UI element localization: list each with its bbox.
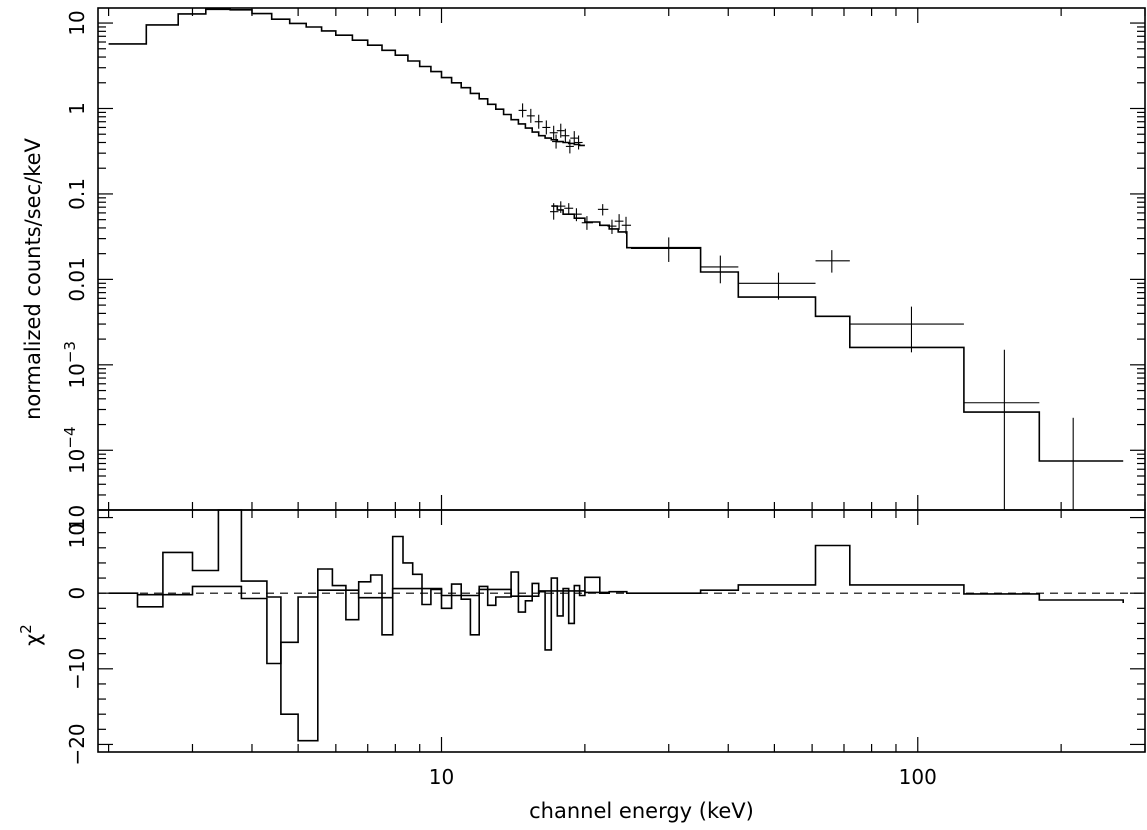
y-tick-label: 10 bbox=[65, 505, 89, 530]
x-tick-label: 100 bbox=[899, 765, 937, 789]
y-tick-label: 0.01 bbox=[65, 257, 89, 302]
chi-squared-label: χ2 bbox=[17, 624, 45, 646]
y-tick-label: 10−4 bbox=[61, 426, 89, 474]
y-axis-label-group: normalized counts/sec/keV bbox=[21, 137, 45, 419]
y-tick-label: −10 bbox=[65, 648, 89, 690]
y-tick-label-group: 10 bbox=[65, 523, 89, 548]
y-tick-label: 1 bbox=[65, 102, 89, 115]
y-tick-label-group: −20 bbox=[65, 723, 89, 765]
residual-step-main bbox=[108, 509, 1124, 742]
y-tick-label-group: −10 bbox=[65, 648, 89, 690]
y-tick-label-group: 10−3 bbox=[61, 341, 89, 389]
y-tick-label-group: 10−4 bbox=[61, 426, 89, 474]
y-tick-exponent: −3 bbox=[61, 341, 79, 363]
y-axis-label: normalized counts/sec/keV bbox=[21, 137, 45, 419]
y-tick-label-group: 10 bbox=[65, 10, 89, 35]
residual-step-secondary bbox=[137, 585, 610, 665]
top-panel-frame bbox=[97, 7, 1146, 511]
y-tick-exponent: −4 bbox=[61, 426, 79, 448]
x-axis-label: channel energy (keV) bbox=[529, 799, 754, 823]
chi-label-group: χ2 bbox=[17, 624, 45, 646]
y-tick-label-group: 0 bbox=[65, 587, 89, 600]
y-tick-label: 10 bbox=[65, 523, 89, 548]
y-tick-label-group: 1 bbox=[65, 102, 89, 115]
y-tick-label: 10−3 bbox=[61, 341, 89, 389]
y-tick-label: 0.1 bbox=[65, 178, 89, 210]
y-tick-label: −20 bbox=[65, 723, 89, 765]
x-tick-label: 10 bbox=[429, 765, 454, 789]
model-step-high bbox=[551, 205, 1124, 462]
y-tick-label-group: 0.1 bbox=[65, 178, 89, 210]
y-tick-label-group: 10 bbox=[65, 505, 89, 530]
y-tick-label-group: 0.01 bbox=[65, 257, 89, 302]
y-tick-label: 10 bbox=[65, 10, 89, 35]
model-step-low bbox=[108, 8, 585, 147]
y-tick-label: 0 bbox=[65, 587, 89, 600]
chi-squared-exponent: 2 bbox=[17, 624, 35, 634]
bottom-panel-frame bbox=[97, 509, 1146, 753]
